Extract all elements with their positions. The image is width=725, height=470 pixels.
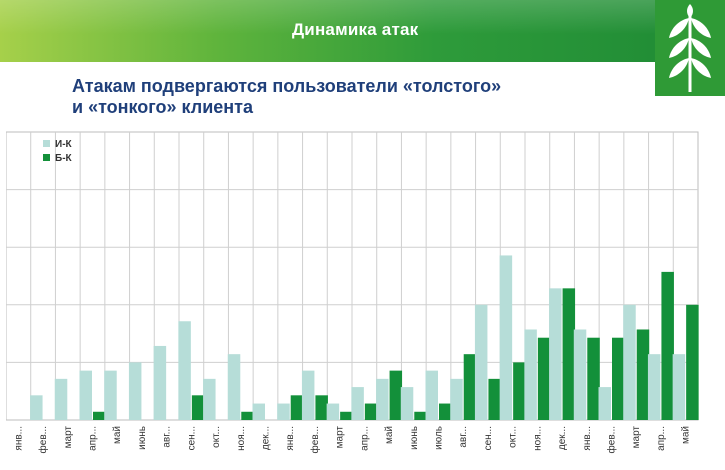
bar-ik xyxy=(351,387,364,420)
x-tick-label: янв... xyxy=(582,426,593,451)
bar-ik xyxy=(499,255,513,420)
x-tick-label: апр... xyxy=(359,426,370,451)
x-tick-label: июль xyxy=(434,426,445,450)
bar-ik xyxy=(672,354,686,420)
x-tick-label: фев... xyxy=(309,426,321,453)
bar-bk xyxy=(439,403,452,420)
bar-bk xyxy=(93,411,106,420)
x-tick-label: сен... xyxy=(483,426,494,450)
bar-ik xyxy=(79,370,92,420)
bar-bk xyxy=(241,411,254,420)
x-tick-label: апр... xyxy=(88,426,99,451)
bar-ik xyxy=(425,370,438,420)
x-tick-labels: янв... фев... март апр... май июнь авг... сен..… xyxy=(13,426,691,454)
x-tick-label: май xyxy=(681,426,692,444)
x-tick-label: янв... xyxy=(13,426,24,451)
bar-ik xyxy=(128,362,142,420)
bar-ik xyxy=(450,378,463,420)
bar-ik xyxy=(474,304,488,420)
bar-bk xyxy=(636,329,650,420)
x-tick-label: дек... xyxy=(261,426,272,450)
x-tick-label: фев... xyxy=(37,426,49,453)
x-tick-label: авг... xyxy=(458,426,469,448)
bar-bk xyxy=(364,403,378,420)
x-tick-label: июнь xyxy=(409,426,420,450)
bar-ik xyxy=(376,378,389,420)
bar-bk xyxy=(315,395,328,420)
bar-ik xyxy=(326,403,340,420)
bar-bk xyxy=(562,288,576,420)
x-tick-label: июнь xyxy=(137,426,148,450)
x-tick-label: авг... xyxy=(162,426,173,448)
bar-bk xyxy=(488,378,501,420)
bar-ik xyxy=(203,378,216,420)
bar-bk xyxy=(389,370,403,420)
x-tick-label: ноя... xyxy=(236,426,247,451)
bar-bk xyxy=(661,271,674,420)
bar-bk xyxy=(612,337,625,420)
x-tick-label: фев... xyxy=(606,426,618,453)
x-tick-label: апр... xyxy=(656,426,667,451)
wheat-icon xyxy=(669,4,711,92)
bar-ik xyxy=(647,354,661,420)
bar-ik xyxy=(573,329,587,420)
chart-svg: янв... фев... март апр... май июнь авг... сен..… xyxy=(5,131,699,454)
bar-ik xyxy=(549,288,562,420)
bar-bk xyxy=(340,411,353,420)
bar-ik xyxy=(227,354,241,420)
bar-ik xyxy=(277,403,290,420)
subtitle-line-2: и «тонкого» клиента xyxy=(72,97,253,117)
legend-label-bk: Б-К xyxy=(55,153,73,164)
bar-ik xyxy=(54,378,68,420)
bar-ik xyxy=(30,395,43,420)
attack-dynamics-chart: янв... фев... март апр... май июнь авг... сен..… xyxy=(5,130,723,465)
header-banner: Динамика атак xyxy=(0,0,725,62)
legend-label-ik: И-К xyxy=(55,139,73,150)
header-title: Динамика атак xyxy=(292,20,419,39)
bar-ik xyxy=(598,387,611,420)
bar-bk xyxy=(191,395,205,420)
bar-ik xyxy=(400,387,414,420)
x-tick-label: сен... xyxy=(186,426,197,450)
bars-layer xyxy=(30,255,699,420)
slide-subtitle: Атакам подвергаются пользователи «толсто… xyxy=(72,76,501,118)
bar-bk xyxy=(686,304,699,420)
x-tick-label: ноя... xyxy=(532,426,543,451)
legend: И-К Б-К xyxy=(43,139,73,164)
x-tick-label: май xyxy=(384,426,395,444)
bar-ik xyxy=(623,304,636,420)
bar-bk xyxy=(463,354,477,420)
legend-swatch-bk xyxy=(43,154,50,161)
x-tick-label: март xyxy=(631,426,642,449)
bar-ik xyxy=(104,370,117,420)
bar-bk xyxy=(587,337,600,420)
x-tick-label: дек... xyxy=(557,426,568,450)
subtitle-line-1: Атакам подвергаются пользователи «толсто… xyxy=(72,76,502,96)
bar-bk xyxy=(513,362,526,420)
x-tick-label: март xyxy=(63,426,74,449)
bar-bk xyxy=(290,395,304,420)
bar-bk xyxy=(537,337,551,420)
bar-ik xyxy=(153,345,167,420)
x-tick-label: май xyxy=(112,426,123,444)
x-tick-label: окт... xyxy=(211,426,222,448)
bar-ik xyxy=(178,321,191,420)
legend-swatch-ik xyxy=(43,140,50,147)
x-tick-label: окт... xyxy=(508,426,519,448)
x-tick-label: янв... xyxy=(285,426,296,451)
bar-ik xyxy=(252,403,265,420)
x-tick-label: март xyxy=(335,426,346,449)
bar-bk xyxy=(414,411,427,420)
wheat-logo xyxy=(655,0,725,96)
bar-ik xyxy=(524,329,537,420)
bar-ik xyxy=(301,370,315,420)
header-sheen xyxy=(0,0,725,62)
